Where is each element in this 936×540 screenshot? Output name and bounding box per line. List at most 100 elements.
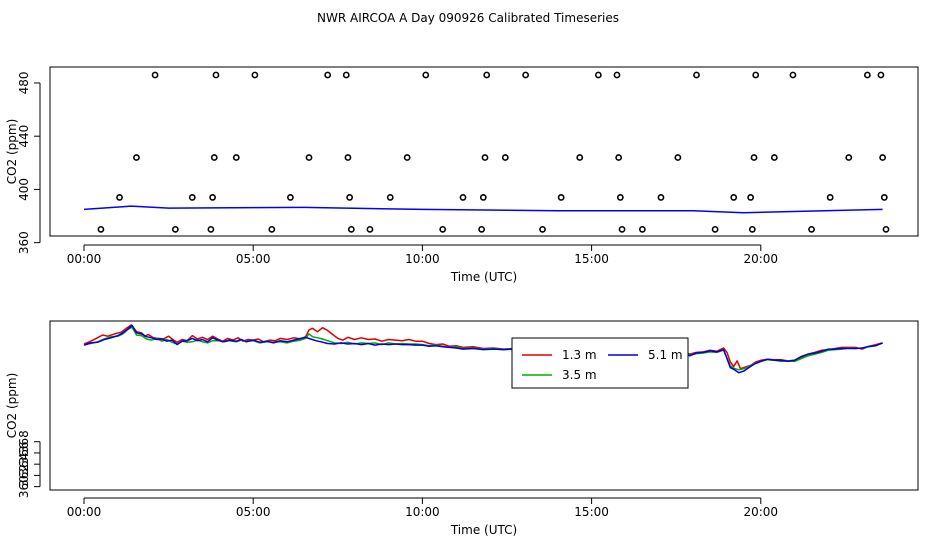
scatter-point	[522, 71, 530, 79]
y-tick-label: 440	[17, 125, 31, 148]
scatter-point	[693, 71, 700, 79]
scatter-point	[845, 154, 853, 161]
y-tick-label: 480	[17, 72, 31, 95]
scatter-point	[207, 225, 215, 233]
x-axis-label: Time (UTC)	[450, 270, 517, 284]
scatter-point	[879, 154, 887, 161]
scatter-point	[344, 154, 352, 161]
scatter-point	[748, 225, 756, 233]
scatter-point	[116, 194, 123, 201]
y-tick-label: 368	[17, 430, 31, 453]
x-tick-label: 05:00	[236, 252, 271, 266]
scatter-point	[752, 71, 760, 79]
x-tick-label: 00:00	[67, 505, 102, 519]
x-tick-label: 05:00	[236, 505, 271, 519]
figure-title: NWR AIRCOA A Day 090926 Calibrated Times…	[317, 11, 619, 25]
scatter-point	[770, 154, 778, 161]
x-tick-label: 10:00	[405, 252, 440, 266]
scatter-point	[366, 225, 374, 233]
scatter-point	[268, 225, 276, 233]
scatter-point	[212, 71, 220, 79]
scatter-point	[501, 154, 509, 161]
scatter-point	[324, 71, 332, 79]
scatter-point	[863, 71, 871, 79]
top-panel-scatter: 00:00 05:00 10:00 15:00 20:00 Time (UTC) 360 40…	[5, 66, 919, 284]
scatter-point	[618, 225, 626, 233]
scatter-point	[210, 154, 218, 161]
scatter-point	[171, 225, 179, 233]
legend: 1.3 m 3.5 m 5.1 m	[511, 337, 689, 389]
scatter-point	[826, 194, 834, 201]
scatter-point	[305, 154, 313, 161]
scatter-point	[594, 71, 602, 79]
scatter-point	[403, 154, 411, 161]
scatter-point	[347, 225, 355, 233]
y-tick-label: 362	[17, 464, 31, 487]
y-axis-label: CO2 (ppm)	[5, 119, 19, 185]
legend-box	[511, 337, 689, 389]
scatter-point	[459, 194, 467, 201]
scatter-point	[478, 225, 486, 233]
scatter-point	[711, 225, 719, 233]
series-line-3-5-m	[83, 326, 883, 371]
scatter-point	[657, 194, 665, 201]
scatter-point	[747, 194, 755, 201]
plot-frame	[49, 320, 919, 491]
x-tick-label: 10:00	[405, 505, 440, 519]
scatter-point	[342, 71, 350, 79]
scatter-point	[188, 194, 196, 201]
scatter-point	[481, 154, 489, 161]
y-tick-label: 360	[17, 475, 31, 498]
scatter-point	[615, 154, 623, 161]
scatter-point	[613, 71, 621, 79]
scatter-point	[557, 194, 565, 201]
data-layer	[83, 71, 890, 233]
scatter-point	[750, 154, 758, 161]
x-tick-label: 00:00	[67, 252, 102, 266]
scatter-point	[616, 194, 624, 201]
scatter-point	[97, 225, 105, 233]
scatter-point	[287, 194, 294, 201]
scatter-point	[880, 194, 888, 201]
scatter-point	[232, 154, 240, 161]
scatter-point	[882, 225, 890, 233]
scatter-point	[483, 71, 491, 79]
legend-label: 1.3 m	[562, 348, 597, 362]
series-line-1	[83, 205, 883, 214]
scatter-point	[730, 194, 738, 201]
x-tick-label: 15:00	[574, 252, 609, 266]
scatter-point	[422, 71, 430, 79]
scatter-point	[877, 71, 885, 79]
scatter-point	[638, 225, 646, 233]
scatter-point	[386, 194, 394, 201]
scatter-point	[439, 225, 447, 233]
y-tick-label: 364	[17, 453, 31, 476]
scatter-point	[133, 154, 140, 161]
x-tick-label: 15:00	[574, 505, 609, 519]
scatter-point	[789, 71, 797, 79]
scatter-point	[151, 71, 159, 79]
x-axis-label: Time (UTC)	[450, 523, 517, 537]
legend-label: 5.1 m	[648, 348, 683, 362]
data-layer	[83, 324, 883, 374]
plot-frame	[49, 66, 919, 237]
y-tick-label: 400	[17, 178, 31, 201]
scatter-point	[209, 194, 216, 201]
scatter-point	[674, 154, 682, 161]
scatter-point	[346, 194, 354, 201]
x-tick-label: 20:00	[743, 505, 778, 519]
scatter-point	[251, 71, 259, 79]
y-tick-label: 360	[17, 231, 31, 254]
scatter-point	[808, 225, 815, 233]
scatter-point	[539, 225, 546, 233]
scatter-point	[479, 194, 487, 201]
y-axis-label: CO2 (ppm)	[5, 373, 19, 439]
series-line-5-1-m	[83, 324, 883, 374]
x-tick-label: 20:00	[743, 252, 778, 266]
scatter-point	[576, 154, 584, 161]
series-line-1-3-m	[83, 324, 883, 370]
legend-label: 3.5 m	[562, 368, 597, 382]
y-tick-label: 366	[17, 441, 31, 464]
